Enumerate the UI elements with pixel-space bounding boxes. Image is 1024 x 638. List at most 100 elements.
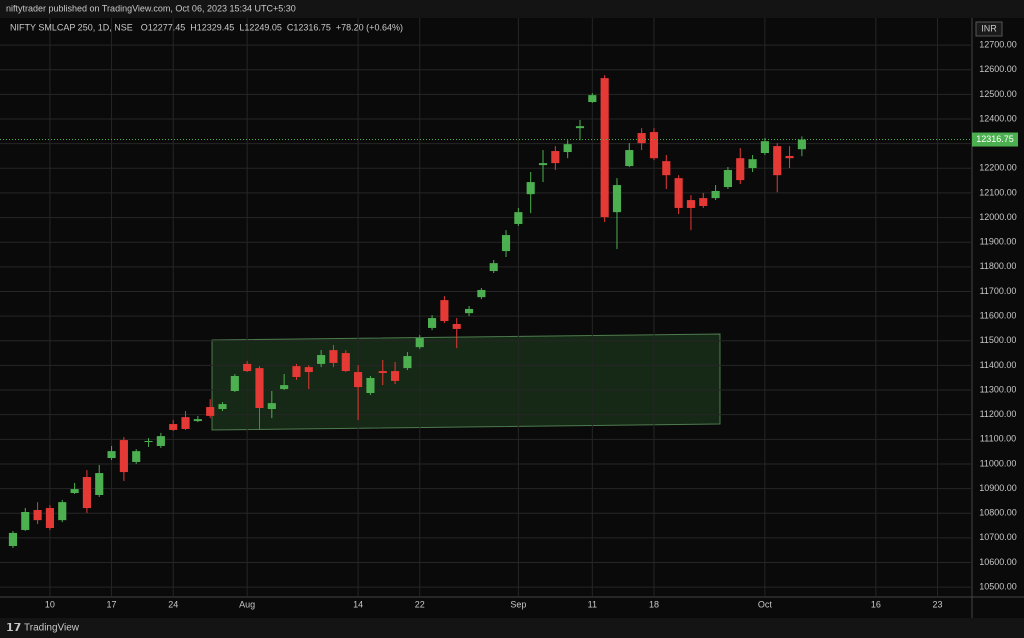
- y-tick-label: 12000.00: [979, 212, 1017, 222]
- y-tick-label: 12100.00: [979, 187, 1017, 197]
- candle-body: [255, 368, 264, 409]
- candle-body: [169, 424, 178, 430]
- candle-body: [144, 441, 153, 443]
- y-tick-label: 11500.00: [980, 335, 1017, 345]
- top-bar: [0, 0, 1024, 18]
- x-tick-label: 18: [649, 599, 659, 609]
- candle-body: [526, 182, 535, 195]
- y-tick-label: 10600.00: [979, 557, 1017, 567]
- candle-body: [575, 126, 585, 129]
- candle-body: [70, 489, 79, 494]
- footer: TradingView: [24, 623, 80, 634]
- y-tick-label: 10700.00: [979, 532, 1017, 542]
- candle-body: [243, 363, 252, 372]
- x-tick-label: Oct: [758, 599, 773, 609]
- range-box: [211, 333, 721, 431]
- y-tick-label: 11200.00: [980, 409, 1017, 419]
- x-tick-label: Sep: [510, 599, 526, 609]
- candle-body: [440, 300, 449, 322]
- candle-body: [206, 407, 215, 416]
- candle-body: [58, 502, 67, 521]
- y-tick-label: 10500.00: [979, 582, 1017, 592]
- currency: INR: [981, 23, 997, 33]
- y-tick-label: 10900.00: [979, 483, 1017, 493]
- candle-body: [551, 151, 560, 164]
- y-tick-label: 11100.00: [980, 434, 1016, 444]
- candle-body: [797, 139, 806, 150]
- y-tick-label: 11700.00: [980, 286, 1017, 296]
- candle-body: [612, 185, 622, 213]
- x-tick-label: 23: [932, 599, 942, 609]
- candle-body: [403, 356, 412, 369]
- y-tick-label: 10800.00: [979, 508, 1017, 518]
- candle-body: [354, 372, 363, 388]
- candle-body: [538, 163, 548, 166]
- y-tick-label: 12200.00: [979, 163, 1017, 173]
- candle-body: [292, 366, 301, 377]
- candle-body: [600, 78, 609, 218]
- x-tick-label: 14: [353, 599, 363, 609]
- candle-body: [736, 158, 745, 181]
- candle-body: [8, 532, 18, 546]
- candle-body: [378, 371, 387, 374]
- chart-title: NIFTY SMLCAP 250, 1D, NSE: [10, 22, 133, 32]
- candle-body: [760, 141, 769, 154]
- candle-body: [415, 338, 424, 348]
- candle-body: [391, 371, 400, 381]
- candle-body: [686, 200, 696, 208]
- last-price-box: [972, 132, 1018, 147]
- y-tick-label: 12500.00: [979, 89, 1017, 99]
- candle-body: [119, 440, 128, 473]
- candle-body: [341, 353, 350, 372]
- ohlc-legend: C12316.75: [287, 22, 331, 32]
- candle-body: [464, 308, 474, 314]
- header: niftytrader published on TradingView.com…: [6, 3, 296, 13]
- candle-body: [280, 385, 289, 390]
- candle-body: [674, 178, 683, 208]
- candle-body: [107, 451, 116, 459]
- candle-body: [95, 473, 104, 495]
- candle-body: [563, 144, 572, 153]
- candle-body: [21, 511, 30, 530]
- currency-box: [975, 21, 1003, 37]
- candle-body: [82, 477, 91, 509]
- candle-body: [711, 190, 720, 199]
- candle-body: [304, 367, 313, 373]
- x-tick-label: 16: [871, 599, 881, 609]
- x-tick-label: 10: [45, 599, 55, 609]
- candle-body: [625, 150, 634, 167]
- ohlc-legend: +78.20 (+0.64%): [336, 22, 403, 32]
- y-tick-label: 12700.00: [979, 39, 1017, 49]
- candle-body: [489, 263, 498, 272]
- candle-body: [477, 290, 486, 298]
- candle-body: [748, 159, 757, 169]
- ohlc-legend: O12277.45: [141, 22, 186, 32]
- candle-body: [33, 510, 42, 521]
- candle-body: [193, 419, 202, 422]
- candle-body: [588, 95, 597, 103]
- y-tick-label: 11000.00: [980, 458, 1017, 468]
- candle-body: [773, 146, 782, 176]
- x-tick-label: 17: [107, 599, 117, 609]
- candle-body: [45, 508, 54, 529]
- y-tick-label: 11400.00: [980, 360, 1017, 370]
- candle-body: [181, 417, 190, 429]
- x-tick-label: Aug: [239, 599, 255, 609]
- candle-body: [514, 212, 523, 224]
- candle-body: [317, 355, 326, 364]
- candle-body: [452, 324, 461, 329]
- x-tick-label: 11: [588, 599, 597, 609]
- ohlc-legend: H12329.45: [190, 22, 234, 32]
- x-tick-label: 24: [168, 599, 178, 609]
- candle-body: [723, 170, 732, 188]
- y-tick-label: 12400.00: [979, 113, 1017, 123]
- candle-body: [156, 436, 165, 446]
- y-tick-label: 11800.00: [980, 261, 1017, 271]
- y-tick-label: 11300.00: [980, 384, 1017, 394]
- footer-logo: 𝟭𝟳: [6, 622, 21, 634]
- footer-bar: [0, 618, 1024, 638]
- candle-body: [699, 198, 708, 206]
- candle-body: [785, 155, 794, 159]
